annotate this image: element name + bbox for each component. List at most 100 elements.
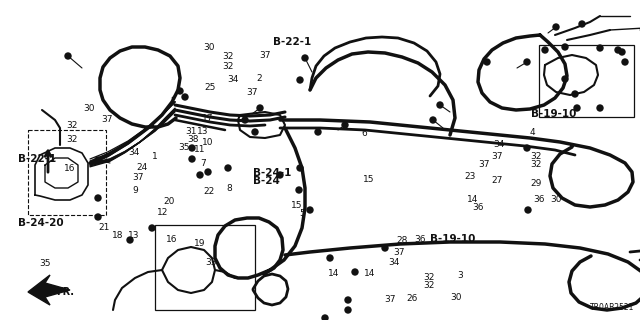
Circle shape [65,53,71,59]
Circle shape [302,55,308,61]
Text: 26: 26 [406,294,418,303]
Circle shape [189,156,195,162]
Text: 16: 16 [64,164,76,173]
Circle shape [524,59,530,65]
Circle shape [257,105,263,111]
Text: 30: 30 [203,43,214,52]
Text: 34: 34 [227,75,239,84]
Text: 37: 37 [479,160,490,169]
Text: 28: 28 [397,236,408,245]
Circle shape [296,187,302,193]
Text: 32: 32 [66,121,77,130]
Circle shape [342,122,348,128]
Text: 27: 27 [492,176,503,185]
Text: B-24-1: B-24-1 [253,168,292,178]
Text: B-22-1: B-22-1 [273,36,312,47]
Text: 32: 32 [423,281,435,290]
Text: 15: 15 [291,201,303,210]
Text: 32: 32 [423,273,435,282]
Text: 34: 34 [128,148,140,157]
Circle shape [619,49,625,55]
Circle shape [615,47,621,53]
Text: 30: 30 [83,104,95,113]
Circle shape [315,129,321,135]
Circle shape [327,255,333,261]
Text: 9: 9 [132,186,138,195]
Circle shape [197,172,203,178]
Circle shape [574,105,580,111]
Text: 14: 14 [467,195,479,204]
Circle shape [437,102,443,108]
Text: 32: 32 [223,52,234,61]
Circle shape [622,59,628,65]
Circle shape [307,207,313,213]
Bar [155,225,255,310]
Text: 17: 17 [202,114,214,123]
Text: 12: 12 [157,208,168,217]
Circle shape [252,129,258,135]
Circle shape [382,245,388,251]
Circle shape [579,21,585,27]
Text: 16: 16 [166,236,178,244]
Text: 32: 32 [530,160,541,169]
Text: B-24-20: B-24-20 [18,218,63,228]
Text: 35: 35 [178,143,189,152]
Text: 25: 25 [205,83,216,92]
Text: FR.: FR. [56,287,74,297]
Circle shape [524,145,530,151]
Text: 14: 14 [364,269,375,278]
Circle shape [297,77,303,83]
Circle shape [542,47,548,53]
Text: 36: 36 [472,203,484,212]
Text: 30: 30 [550,196,562,204]
Text: 37: 37 [385,295,396,304]
Circle shape [277,172,283,178]
Circle shape [205,169,211,175]
Circle shape [322,315,328,320]
Text: 37: 37 [259,51,271,60]
Text: B-19-10: B-19-10 [531,108,577,119]
Text: B-22-1: B-22-1 [18,154,56,164]
Text: 24: 24 [136,164,148,172]
Circle shape [127,237,133,243]
Circle shape [95,195,101,201]
Circle shape [297,165,303,171]
Circle shape [562,44,568,50]
Circle shape [430,117,436,123]
Text: 11: 11 [194,145,205,154]
Text: 5: 5 [299,209,305,218]
Bar [28,130,106,215]
Text: 37: 37 [132,173,144,182]
Text: 36: 36 [415,236,426,244]
Text: 29: 29 [531,179,542,188]
Text: 18: 18 [112,231,124,240]
Text: 14: 14 [328,269,340,278]
Text: 32: 32 [530,152,541,161]
Bar [539,45,634,117]
Text: 36: 36 [533,196,545,204]
Text: 31: 31 [186,127,197,136]
Text: 34: 34 [388,258,400,267]
Text: 22: 22 [204,188,215,196]
Circle shape [182,94,188,100]
Circle shape [149,225,155,231]
Circle shape [189,145,195,151]
Text: 2: 2 [256,74,262,83]
Circle shape [562,76,568,82]
Text: 1: 1 [152,152,157,161]
Circle shape [484,59,490,65]
Circle shape [345,297,351,303]
Text: 15: 15 [363,175,374,184]
Text: B-24: B-24 [253,176,280,186]
Text: 20: 20 [163,197,175,206]
Text: 4: 4 [530,128,536,137]
Circle shape [95,157,101,163]
Text: 3: 3 [458,271,463,280]
Text: 38: 38 [187,135,198,144]
Circle shape [345,307,351,313]
Text: 34: 34 [493,140,504,149]
Circle shape [553,24,559,30]
Circle shape [242,117,248,123]
Text: 37: 37 [101,115,113,124]
Circle shape [597,105,603,111]
